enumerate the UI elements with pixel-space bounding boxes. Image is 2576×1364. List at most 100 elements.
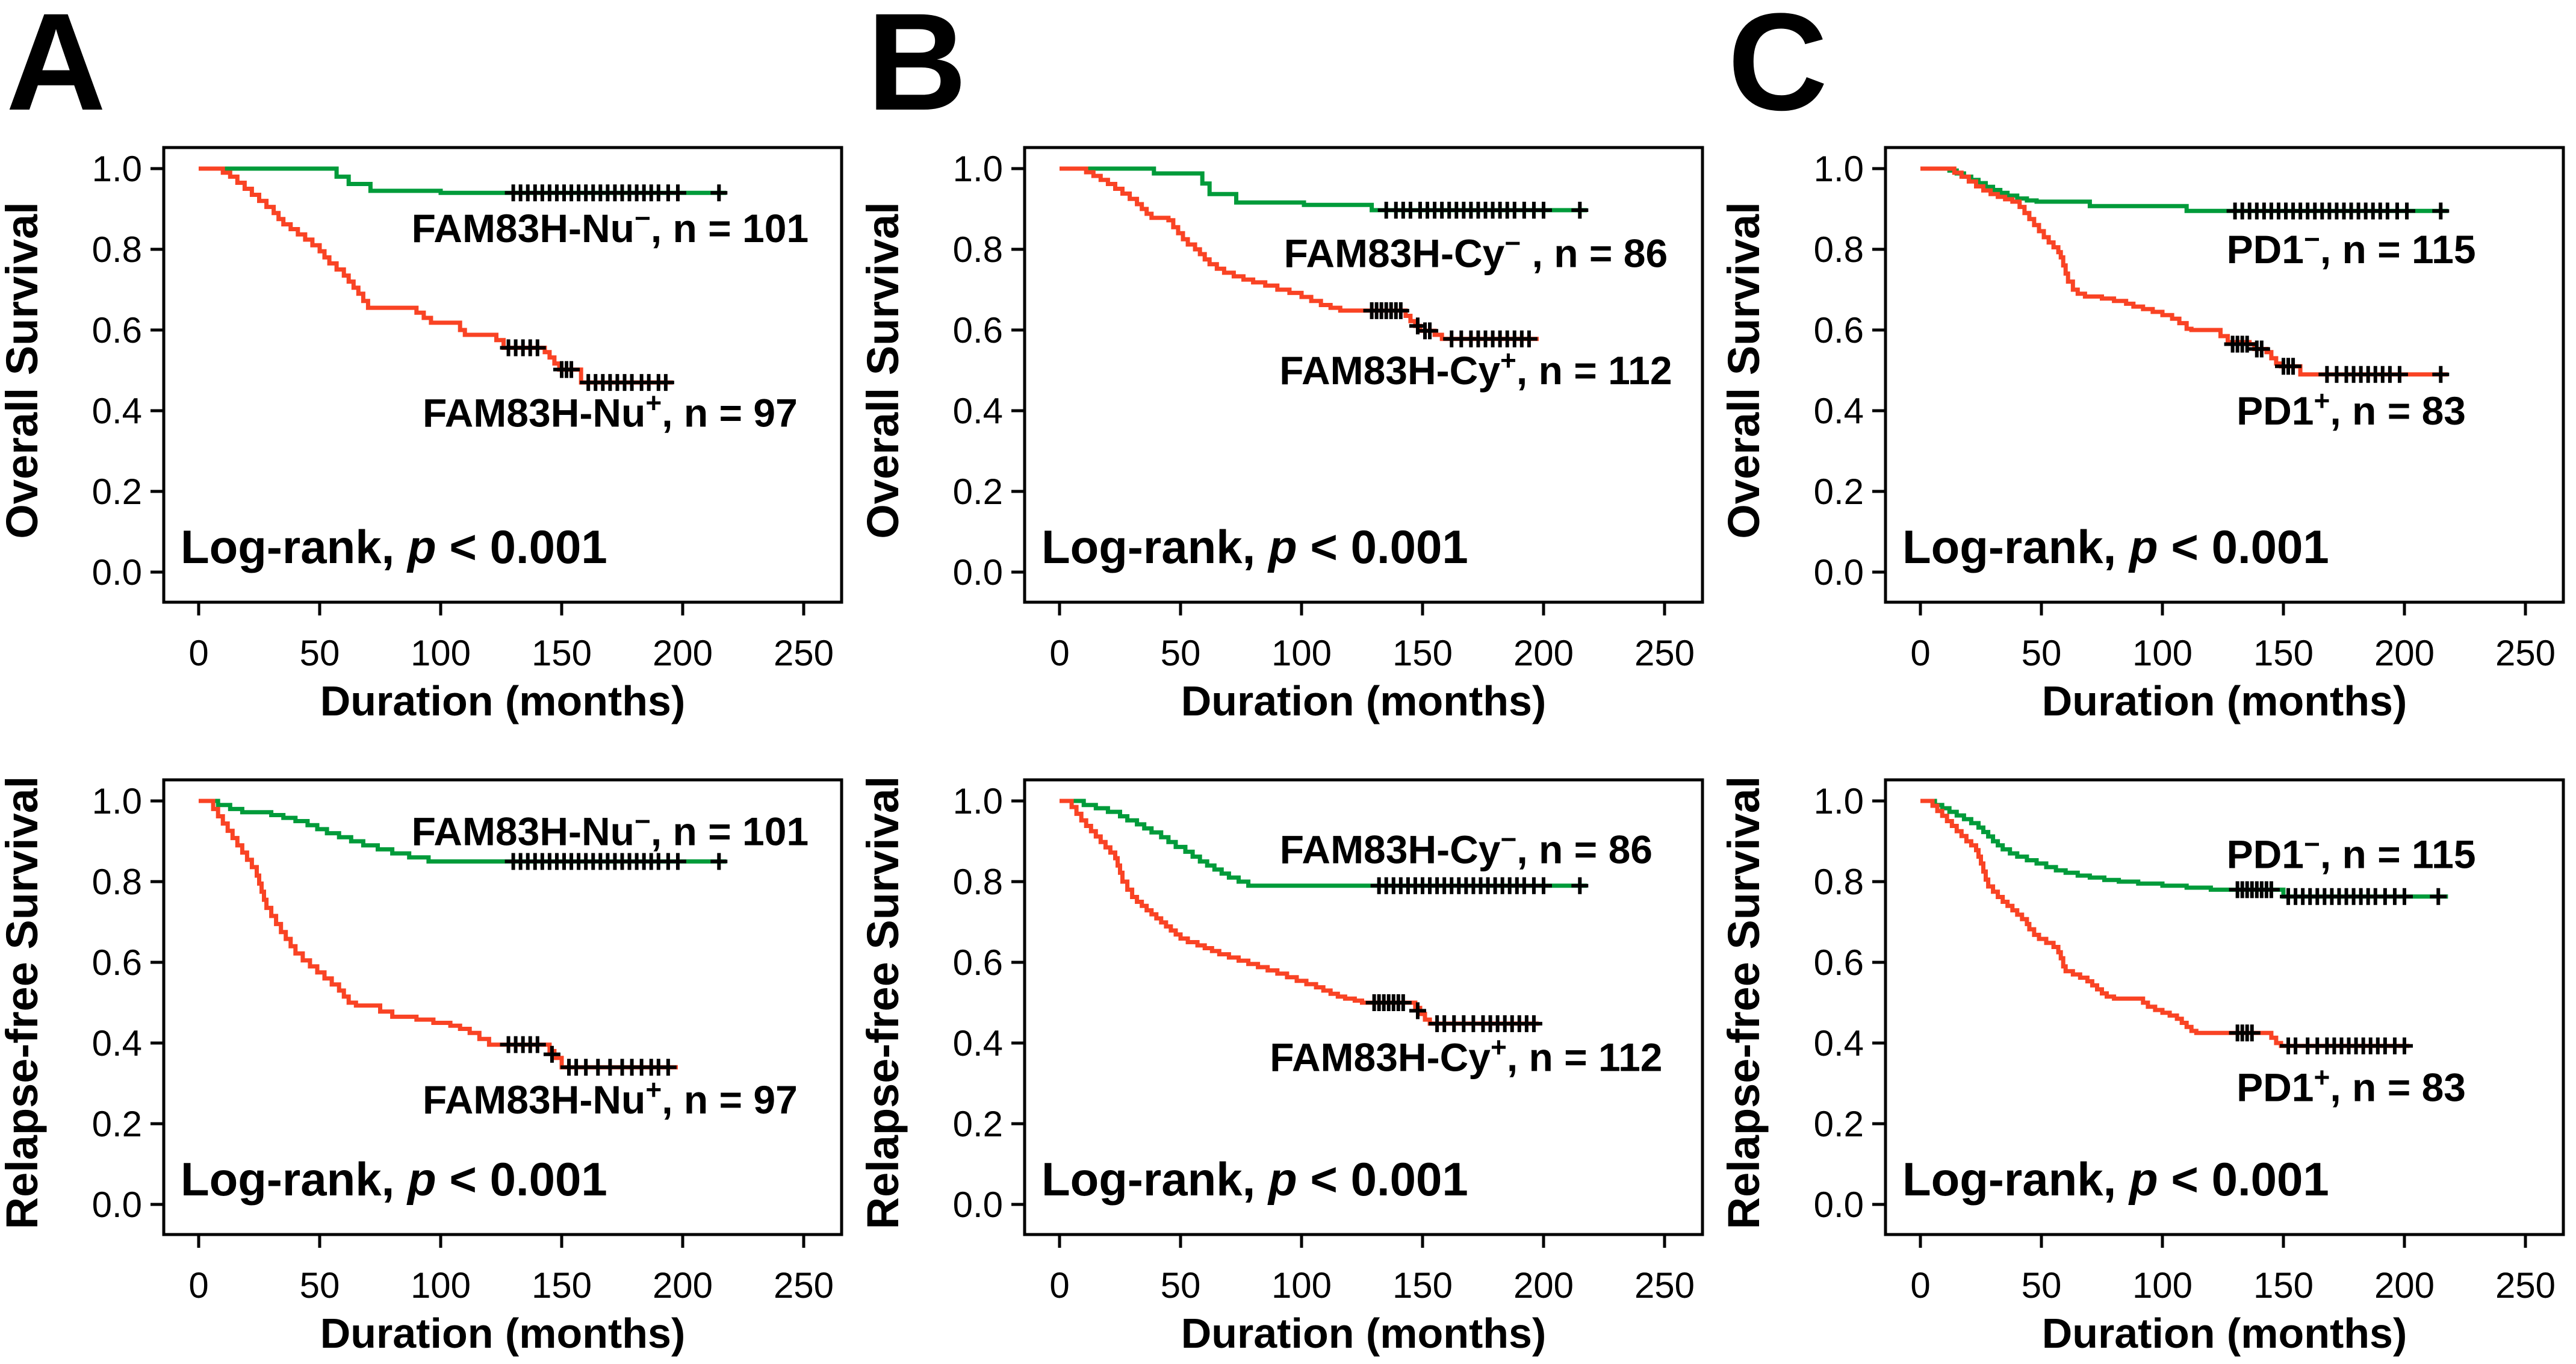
log-rank-annotation: Log-rank, p < 0.001: [181, 520, 607, 573]
survival-curve-PD1-negative: [1920, 799, 2448, 899]
x-axis-tick-label: 100: [411, 633, 471, 673]
legend-label-FAM83H-Cy-positive: FAM83H-Cy+, n = 112: [1279, 344, 1672, 393]
censor-marks-FAM83H-Nu-negative: [504, 184, 728, 202]
legend-label-FAM83H-Cy-negative: FAM83H-Cy−, n = 86: [1280, 823, 1653, 871]
censor-marks-FAM83H-Nu-negative: [504, 853, 728, 870]
y-axis-tick-label: 1.0: [92, 781, 142, 821]
km-chart-b-relapse-free-survival: 0.0 0.2 0.4 0.6 0.8 1.0 0 50 100 150 200 250 Duratio…: [858, 723, 1715, 1361]
x-axis-title: Duration (months): [320, 677, 686, 724]
x-axis-tick-label: 250: [2495, 633, 2556, 673]
y-axis-tick-label: 0.2: [1814, 1104, 1864, 1144]
censor-marks-FAM83H-Cy-negative: [1370, 877, 1589, 894]
censor-marks-FAM83H-Nu-positive: [500, 1036, 677, 1076]
y-axis-tick-label: 0.6: [92, 310, 142, 350]
y-axis-tick-label: 0.4: [1814, 391, 1864, 431]
censor-marks-FAM83H-Cy-positive: [1365, 994, 1542, 1032]
plot-box: [1884, 778, 2565, 1236]
x-axis-tick-label: 50: [300, 1265, 340, 1306]
x-axis-tick-label: 200: [2374, 633, 2435, 673]
x-axis-tick-label: 150: [1392, 633, 1453, 673]
legend-label-PD1-positive: PD1+, n = 83: [2236, 1062, 2466, 1110]
y-axis-tick-label: 0.0: [953, 1185, 1003, 1225]
x-axis-tick-label: 100: [1271, 1265, 1332, 1306]
y-axis-tick-label: 0.0: [92, 552, 142, 593]
panel-b-letter: B: [867, 0, 967, 139]
y-axis-tick-label: 1.0: [953, 781, 1003, 821]
y-axis-tick-label: 0.6: [1814, 942, 1864, 983]
legend-label-PD1-positive: PD1+, n = 83: [2236, 385, 2466, 433]
legend-label-FAM83H-Nu-positive: FAM83H-Nu+, n = 97: [423, 387, 798, 435]
y-axis-tick-label: 1.0: [1814, 781, 1864, 821]
y-axis-title: Relapse-free Survival: [1722, 776, 1769, 1230]
y-axis-tick-label: 0.4: [953, 391, 1003, 431]
x-axis-tick-label: 50: [2022, 633, 2062, 673]
plot-box: [1023, 146, 1704, 604]
y-axis-title: Relapse-free Survival: [861, 776, 908, 1230]
y-axis-tick-label: 0.6: [1814, 310, 1864, 350]
plot-box: [1884, 146, 2565, 604]
panel-a-letter: A: [6, 0, 107, 139]
km-chart-c-overall-survival: 0.0 0.2 0.4 0.6 0.8 1.0 0 50 100 150 200 250 Duratio…: [1719, 90, 2576, 729]
x-axis-tick-label: 0: [1910, 1265, 1930, 1306]
censor-marks-PD1-negative: [2226, 202, 2450, 220]
survival-curve-PD1-positive: [1920, 799, 2409, 1048]
legend-label-PD1-negative: PD1−, n = 115: [2227, 828, 2476, 876]
legend-label-FAM83H-Nu-negative: FAM83H-Nu−, n = 101: [412, 202, 809, 251]
y-axis-tick-label: 0.8: [92, 229, 142, 270]
x-axis-tick-label: 250: [774, 1265, 834, 1306]
y-axis-tick-label: 1.0: [953, 149, 1003, 189]
legend-label-FAM83H-Nu-negative: FAM83H-Nu−, n = 101: [412, 805, 809, 853]
y-axis-tick-label: 0.6: [92, 942, 142, 983]
censor-marks-PD1-negative: [2229, 881, 2447, 905]
legend-label-FAM83H-Nu-positive: FAM83H-Nu+, n = 97: [423, 1074, 798, 1122]
km-plot-svg: 0.0 0.2 0.4 0.6 0.8 1.0 0 50 100 150 200 250 Duratio…: [858, 146, 1704, 724]
x-axis-tick-label: 150: [2253, 1265, 2314, 1306]
x-axis-tick-label: 0: [1910, 633, 1930, 673]
legend-label-PD1-negative: PD1−, n = 115: [2227, 223, 2476, 272]
x-axis-tick-label: 200: [2374, 1265, 2435, 1306]
x-axis-tick-label: 50: [2022, 1265, 2062, 1306]
y-axis-tick-label: 0.2: [953, 472, 1003, 512]
y-axis-tick-label: 0.0: [1814, 1185, 1864, 1225]
y-axis-tick-label: 0.4: [953, 1023, 1003, 1063]
y-axis-tick-label: 0.8: [1814, 229, 1864, 270]
y-axis-tick-label: 0.8: [1814, 862, 1864, 902]
survival-curve-FAM83H-Cy-negative: [1060, 166, 1587, 213]
y-axis-tick-label: 0.0: [953, 552, 1003, 593]
km-plot-svg: 0.0 0.2 0.4 0.6 0.8 1.0 0 50 100 150 200 250 Duratio…: [0, 146, 843, 724]
censor-marks-PD1-positive: [2224, 335, 2450, 383]
x-axis-tick-label: 50: [1161, 1265, 1201, 1306]
x-axis-tick-label: 0: [1049, 633, 1069, 673]
log-rank-annotation: Log-rank, p < 0.001: [1041, 520, 1468, 573]
y-axis-tick-label: 0.2: [92, 1104, 142, 1144]
panel-b: B 0.0 0.2 0.4 0.6 0.8 1.0 0 50 100 150 200 250 Durat…: [858, 0, 1715, 1361]
panel-c: C 0.0 0.2 0.4 0.6 0.8 1.0 0 50 100 150 200 250 Durat…: [1719, 0, 2576, 1361]
x-axis-tick-label: 250: [774, 633, 834, 673]
km-plot-svg: 0.0 0.2 0.4 0.6 0.8 1.0 0 50 100 150 200 250 Duratio…: [858, 776, 1704, 1357]
plot-box: [1023, 778, 1704, 1236]
log-rank-annotation: Log-rank, p < 0.001: [1902, 520, 2329, 573]
log-rank-annotation: Log-rank, p < 0.001: [181, 1153, 607, 1206]
survival-curve-FAM83H-Cy-positive: [1060, 799, 1539, 1026]
censor-marks-PD1-positive: [2229, 1024, 2413, 1054]
log-rank-annotation: Log-rank, p < 0.001: [1902, 1153, 2329, 1206]
x-axis-tick-label: 200: [1513, 633, 1574, 673]
y-axis-tick-label: 0.0: [92, 1185, 142, 1225]
legend-label-FAM83H-Cy-negative: FAM83H-Cy− , n = 86: [1284, 228, 1668, 276]
x-axis-tick-label: 50: [300, 633, 340, 673]
km-chart-c-relapse-free-survival: 0.0 0.2 0.4 0.6 0.8 1.0 0 50 100 150 200 250 Duratio…: [1719, 723, 2576, 1361]
x-axis-tick-label: 0: [188, 633, 208, 673]
y-axis-tick-label: 0.8: [953, 229, 1003, 270]
panel-a: A 0.0 0.2 0.4 0.6 0.8 1.0 0 50 100 150 200 250 Durat…: [0, 0, 854, 1361]
y-axis-tick-label: 0.8: [953, 862, 1003, 902]
survival-curve-FAM83H-Nu-negative: [199, 166, 727, 195]
x-axis-tick-label: 200: [1513, 1265, 1574, 1306]
panel-c-letter: C: [1728, 0, 1828, 139]
plot-box: [162, 778, 843, 1236]
y-axis-tick-label: 1.0: [1814, 149, 1864, 189]
x-axis-tick-label: 250: [1634, 633, 1695, 673]
x-axis-tick-label: 150: [532, 633, 592, 673]
x-axis-tick-label: 100: [1271, 633, 1332, 673]
x-axis-title: Duration (months): [2042, 1310, 2407, 1357]
censor-marks-FAM83H-Cy-negative: [1377, 202, 1589, 219]
